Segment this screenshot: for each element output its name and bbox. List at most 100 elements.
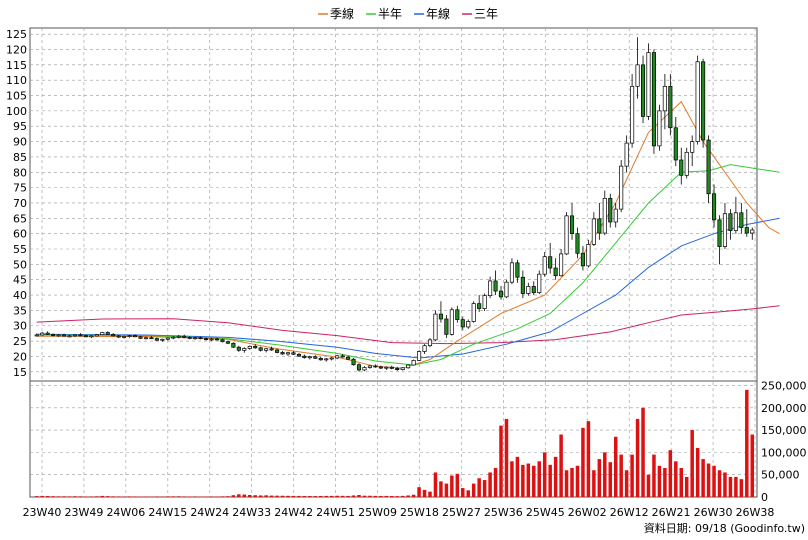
volume-bar xyxy=(351,495,356,497)
candle xyxy=(613,202,618,228)
candle-body xyxy=(83,335,88,338)
candle xyxy=(744,209,749,237)
candle-body xyxy=(313,356,318,359)
volume-bar xyxy=(586,421,591,497)
candle xyxy=(100,331,105,335)
candle xyxy=(116,334,121,339)
candle-body xyxy=(482,295,487,309)
volume-bar xyxy=(176,496,181,497)
time-tick-label: 23W49 xyxy=(65,506,104,519)
volume-bar xyxy=(45,496,50,497)
candle-body xyxy=(258,347,263,351)
candle-body xyxy=(154,338,159,341)
candle-body xyxy=(127,335,132,337)
candle xyxy=(400,367,405,371)
volume-bar xyxy=(668,450,673,497)
volume-bar xyxy=(171,496,176,497)
ma-y-line xyxy=(36,217,780,359)
price-plot-area xyxy=(29,27,758,382)
volume-bar xyxy=(226,496,230,497)
candle xyxy=(684,147,689,179)
candle xyxy=(351,357,356,366)
volume-bar xyxy=(275,495,279,497)
candle xyxy=(739,202,744,234)
candle xyxy=(231,342,236,348)
candle-body xyxy=(679,159,684,176)
volume-bar xyxy=(346,495,350,497)
candle xyxy=(657,104,662,151)
candle xyxy=(509,258,514,285)
candle xyxy=(56,334,61,337)
price-tick-label: 45 xyxy=(13,274,27,287)
candle xyxy=(553,258,558,280)
candle-body xyxy=(586,244,591,267)
candle-body xyxy=(548,256,553,269)
candle-body xyxy=(488,280,493,297)
candle-body xyxy=(275,349,280,353)
volume-bar xyxy=(739,479,744,497)
candle xyxy=(384,366,389,370)
volume-bar xyxy=(406,495,410,497)
candle-body xyxy=(477,303,482,309)
volume-bar xyxy=(450,475,454,497)
volume-bar xyxy=(597,459,602,497)
price-axis: 15 20 25 30 35 40 45 50 55 60 65 70 75 80 85 90 95 100 105… xyxy=(6,28,27,379)
candle xyxy=(362,366,367,372)
candle xyxy=(569,202,575,240)
candle xyxy=(608,193,613,228)
volume-bar xyxy=(433,472,438,497)
candle-body xyxy=(575,233,580,254)
volume-bar xyxy=(684,476,689,497)
candle xyxy=(367,365,372,369)
volume-bar xyxy=(122,496,126,497)
volume-bar xyxy=(40,495,44,497)
volume-bar xyxy=(734,476,738,497)
candle-body xyxy=(187,337,192,339)
candle xyxy=(564,212,569,256)
candle-body xyxy=(89,335,94,338)
candle xyxy=(662,74,667,130)
candle xyxy=(395,366,400,371)
volume-bar xyxy=(690,430,694,497)
volume-bar xyxy=(624,470,629,497)
candle xyxy=(78,333,83,337)
candle-body xyxy=(242,348,247,351)
volume-bar xyxy=(111,496,115,497)
volume-bar xyxy=(286,495,290,497)
candle-body xyxy=(466,321,471,328)
candle-body xyxy=(651,52,656,147)
volume-bar xyxy=(428,491,432,497)
volume-bar xyxy=(570,468,574,497)
time-tick-label: 25W36 xyxy=(484,506,523,519)
candle xyxy=(280,350,285,355)
volume-bar xyxy=(542,452,547,497)
candle xyxy=(258,346,263,352)
candle-body xyxy=(580,252,585,267)
price-tick-label: 50 xyxy=(13,258,27,271)
volume-bar xyxy=(84,496,88,497)
ma-3y-line xyxy=(36,305,780,345)
candle xyxy=(340,353,345,358)
candle xyxy=(285,351,291,356)
candle-body xyxy=(324,358,329,361)
volume-bar xyxy=(493,468,498,497)
candle-body xyxy=(531,286,536,293)
chart-legend: 季線 半年 年線 三年 xyxy=(318,6,498,21)
volume-bar xyxy=(368,495,372,497)
candle xyxy=(45,331,50,335)
candle xyxy=(149,336,154,340)
candle-body xyxy=(668,85,673,129)
volume-bar xyxy=(95,496,99,497)
candle xyxy=(706,135,711,203)
candle-body xyxy=(406,364,411,369)
candle-body xyxy=(78,334,83,337)
candle-body xyxy=(455,309,460,320)
candle xyxy=(526,282,531,296)
volume-bar xyxy=(258,495,263,497)
candle-body xyxy=(717,219,722,247)
price-tick-label: 100 xyxy=(6,105,27,118)
volume-bar xyxy=(56,496,61,497)
candle xyxy=(34,333,39,337)
candle-body xyxy=(744,227,749,234)
volume-bar xyxy=(390,496,394,497)
